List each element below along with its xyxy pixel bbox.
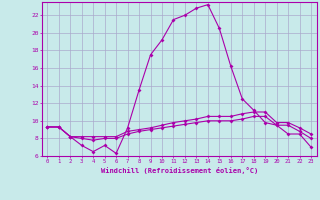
X-axis label: Windchill (Refroidissement éolien,°C): Windchill (Refroidissement éolien,°C) bbox=[100, 167, 258, 174]
